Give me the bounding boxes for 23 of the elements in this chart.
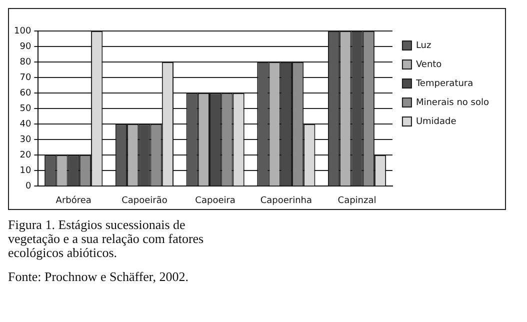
x-tick-label: Capoeira <box>195 196 236 206</box>
y-tick-label: 80 <box>20 57 32 68</box>
text: Figura 1. Estágios sucessionais de vegetação e a sua relação com fatores ecológicos abióticos. <box>8 217 205 260</box>
y-tick-label: 10 <box>20 166 32 176</box>
legend-label: Luz <box>416 40 432 51</box>
source-note: Fonte: Prochnow e Schäffer, 2002. <box>8 269 190 284</box>
x-tick-label: Capoeirão <box>122 196 168 206</box>
y-tick-label: 0 <box>25 182 32 192</box>
y-tick-label: 70 <box>20 72 32 83</box>
x-tick-label: Arbórea <box>56 194 92 206</box>
legend-label: Minerais no solo <box>416 98 490 108</box>
x-tick-label: Capinzal <box>338 196 376 206</box>
y-tick-label: 100 <box>14 26 32 36</box>
x-tick-label: Capoerinha <box>260 196 312 206</box>
y-tick-label: 40 <box>20 119 32 130</box>
legend-label: Vento <box>416 60 442 70</box>
y-tick-label: 50 <box>20 104 32 114</box>
y-tick-label: 90 <box>20 42 32 52</box>
legend-label: Umidade <box>416 116 457 127</box>
y-tick-label: 30 <box>20 134 32 145</box>
legend-label: Temperatura <box>414 78 474 89</box>
y-tick-label: 20 <box>20 150 32 161</box>
y-tick-label: 60 <box>20 88 32 98</box>
